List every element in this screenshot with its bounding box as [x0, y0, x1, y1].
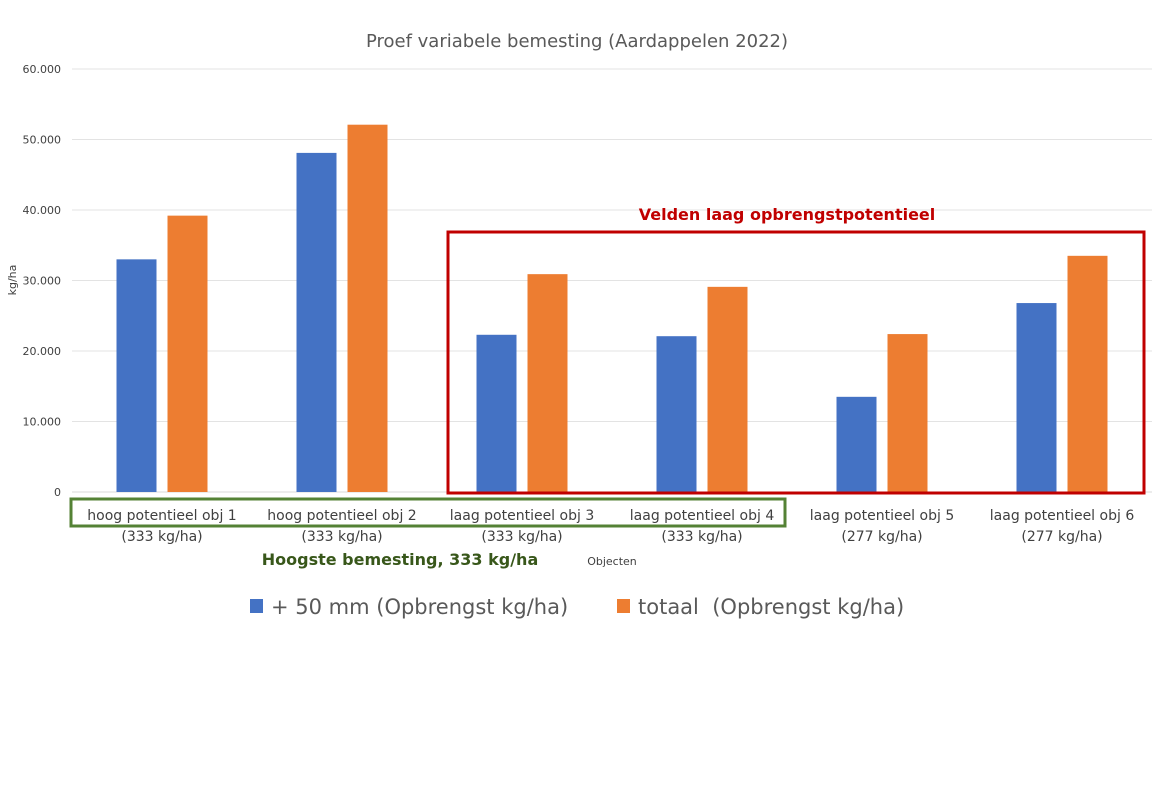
bar [887, 334, 928, 492]
category-label-rate: (277 kg/ha) [1021, 529, 1102, 545]
bars [116, 124, 1108, 492]
y-tick-label: 60.000 [23, 63, 62, 76]
y-tick-label: 20.000 [23, 345, 62, 358]
legend-swatch [617, 599, 630, 613]
annotations: Velden laag opbrengstpotentieel Hoogste b… [69, 205, 1146, 569]
bar [116, 259, 157, 492]
category-label-rate: (333 kg/ha) [661, 529, 742, 545]
legend-swatch [250, 599, 263, 613]
category-label: laag potentieel obj 4 [630, 508, 775, 524]
category-label-rate: (277 kg/ha) [841, 529, 922, 545]
category-label: laag potentieel obj 3 [450, 508, 594, 524]
y-tick-labels: 0 10.000 20.000 30.000 40.000 50.000 60.000 [23, 63, 62, 499]
bar [296, 152, 337, 492]
y-tick-label: 40.000 [23, 204, 62, 217]
category-labels: hoog potentieel obj 1 (333 kg/ha) hoog pot… [87, 508, 1134, 545]
bar [167, 215, 208, 492]
category-label: hoog potentieel obj 1 [87, 508, 236, 524]
annotation-box-highest-fertilization [69, 497, 787, 528]
y-tick-label: 10.000 [23, 416, 62, 429]
annotation-low-potential: Velden laag opbrengstpotentieel [639, 205, 936, 224]
x-axis-label: Objecten [587, 555, 637, 568]
category-label-rate: (333 kg/ha) [301, 529, 382, 545]
category-label: hoog potentieel obj 2 [267, 508, 416, 524]
bar [476, 334, 517, 492]
annotation-highest-fertilization: Hoogste bemesting, 333 kg/ha [262, 550, 539, 569]
y-axis-label: kg/ha [6, 265, 19, 296]
bar [1016, 303, 1057, 492]
chart-title: Proef variabele bemesting (Aardappelen 2… [366, 31, 788, 52]
y-tick-label: 30.000 [23, 275, 62, 288]
bar [836, 396, 877, 492]
category-label-rate: (333 kg/ha) [481, 529, 562, 545]
bar [1067, 255, 1108, 492]
legend-label: + 50 mm (Opbrengst kg/ha) [271, 595, 568, 619]
y-tick-label: 50.000 [23, 134, 62, 147]
category-label: laag potentieel obj 6 [990, 508, 1135, 524]
category-label: laag potentieel obj 5 [810, 508, 954, 524]
bar [656, 336, 697, 492]
legend-label: totaal (Opbrengst kg/ha) [638, 595, 904, 619]
category-label-rate: (333 kg/ha) [121, 529, 202, 545]
annotation-box-low-potential [446, 230, 1146, 495]
bar [527, 274, 568, 492]
bar [347, 124, 388, 492]
legend: + 50 mm (Opbrengst kg/ha) totaal (Opbreng… [250, 595, 904, 619]
bar [707, 286, 748, 492]
y-tick-label: 0 [54, 486, 61, 499]
gridlines [72, 68, 1152, 493]
